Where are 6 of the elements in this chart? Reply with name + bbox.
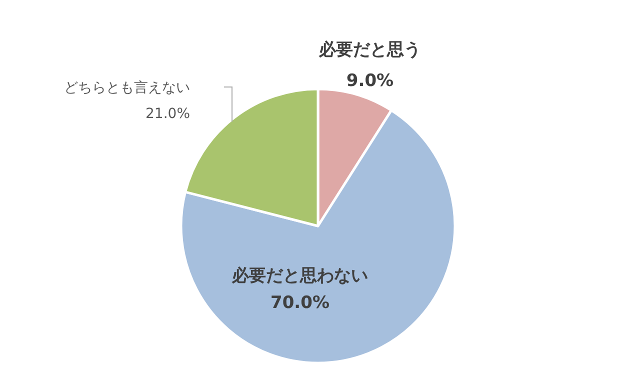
data-label: 21.0% — [146, 106, 190, 122]
slice-label: 必要だと思わない — [231, 266, 368, 286]
data-label: 70.0% — [270, 293, 330, 313]
data-label: 9.0% — [346, 71, 394, 91]
slice-label: どちらとも言えない — [64, 80, 190, 96]
slice-label: 必要だと思う — [318, 40, 421, 60]
